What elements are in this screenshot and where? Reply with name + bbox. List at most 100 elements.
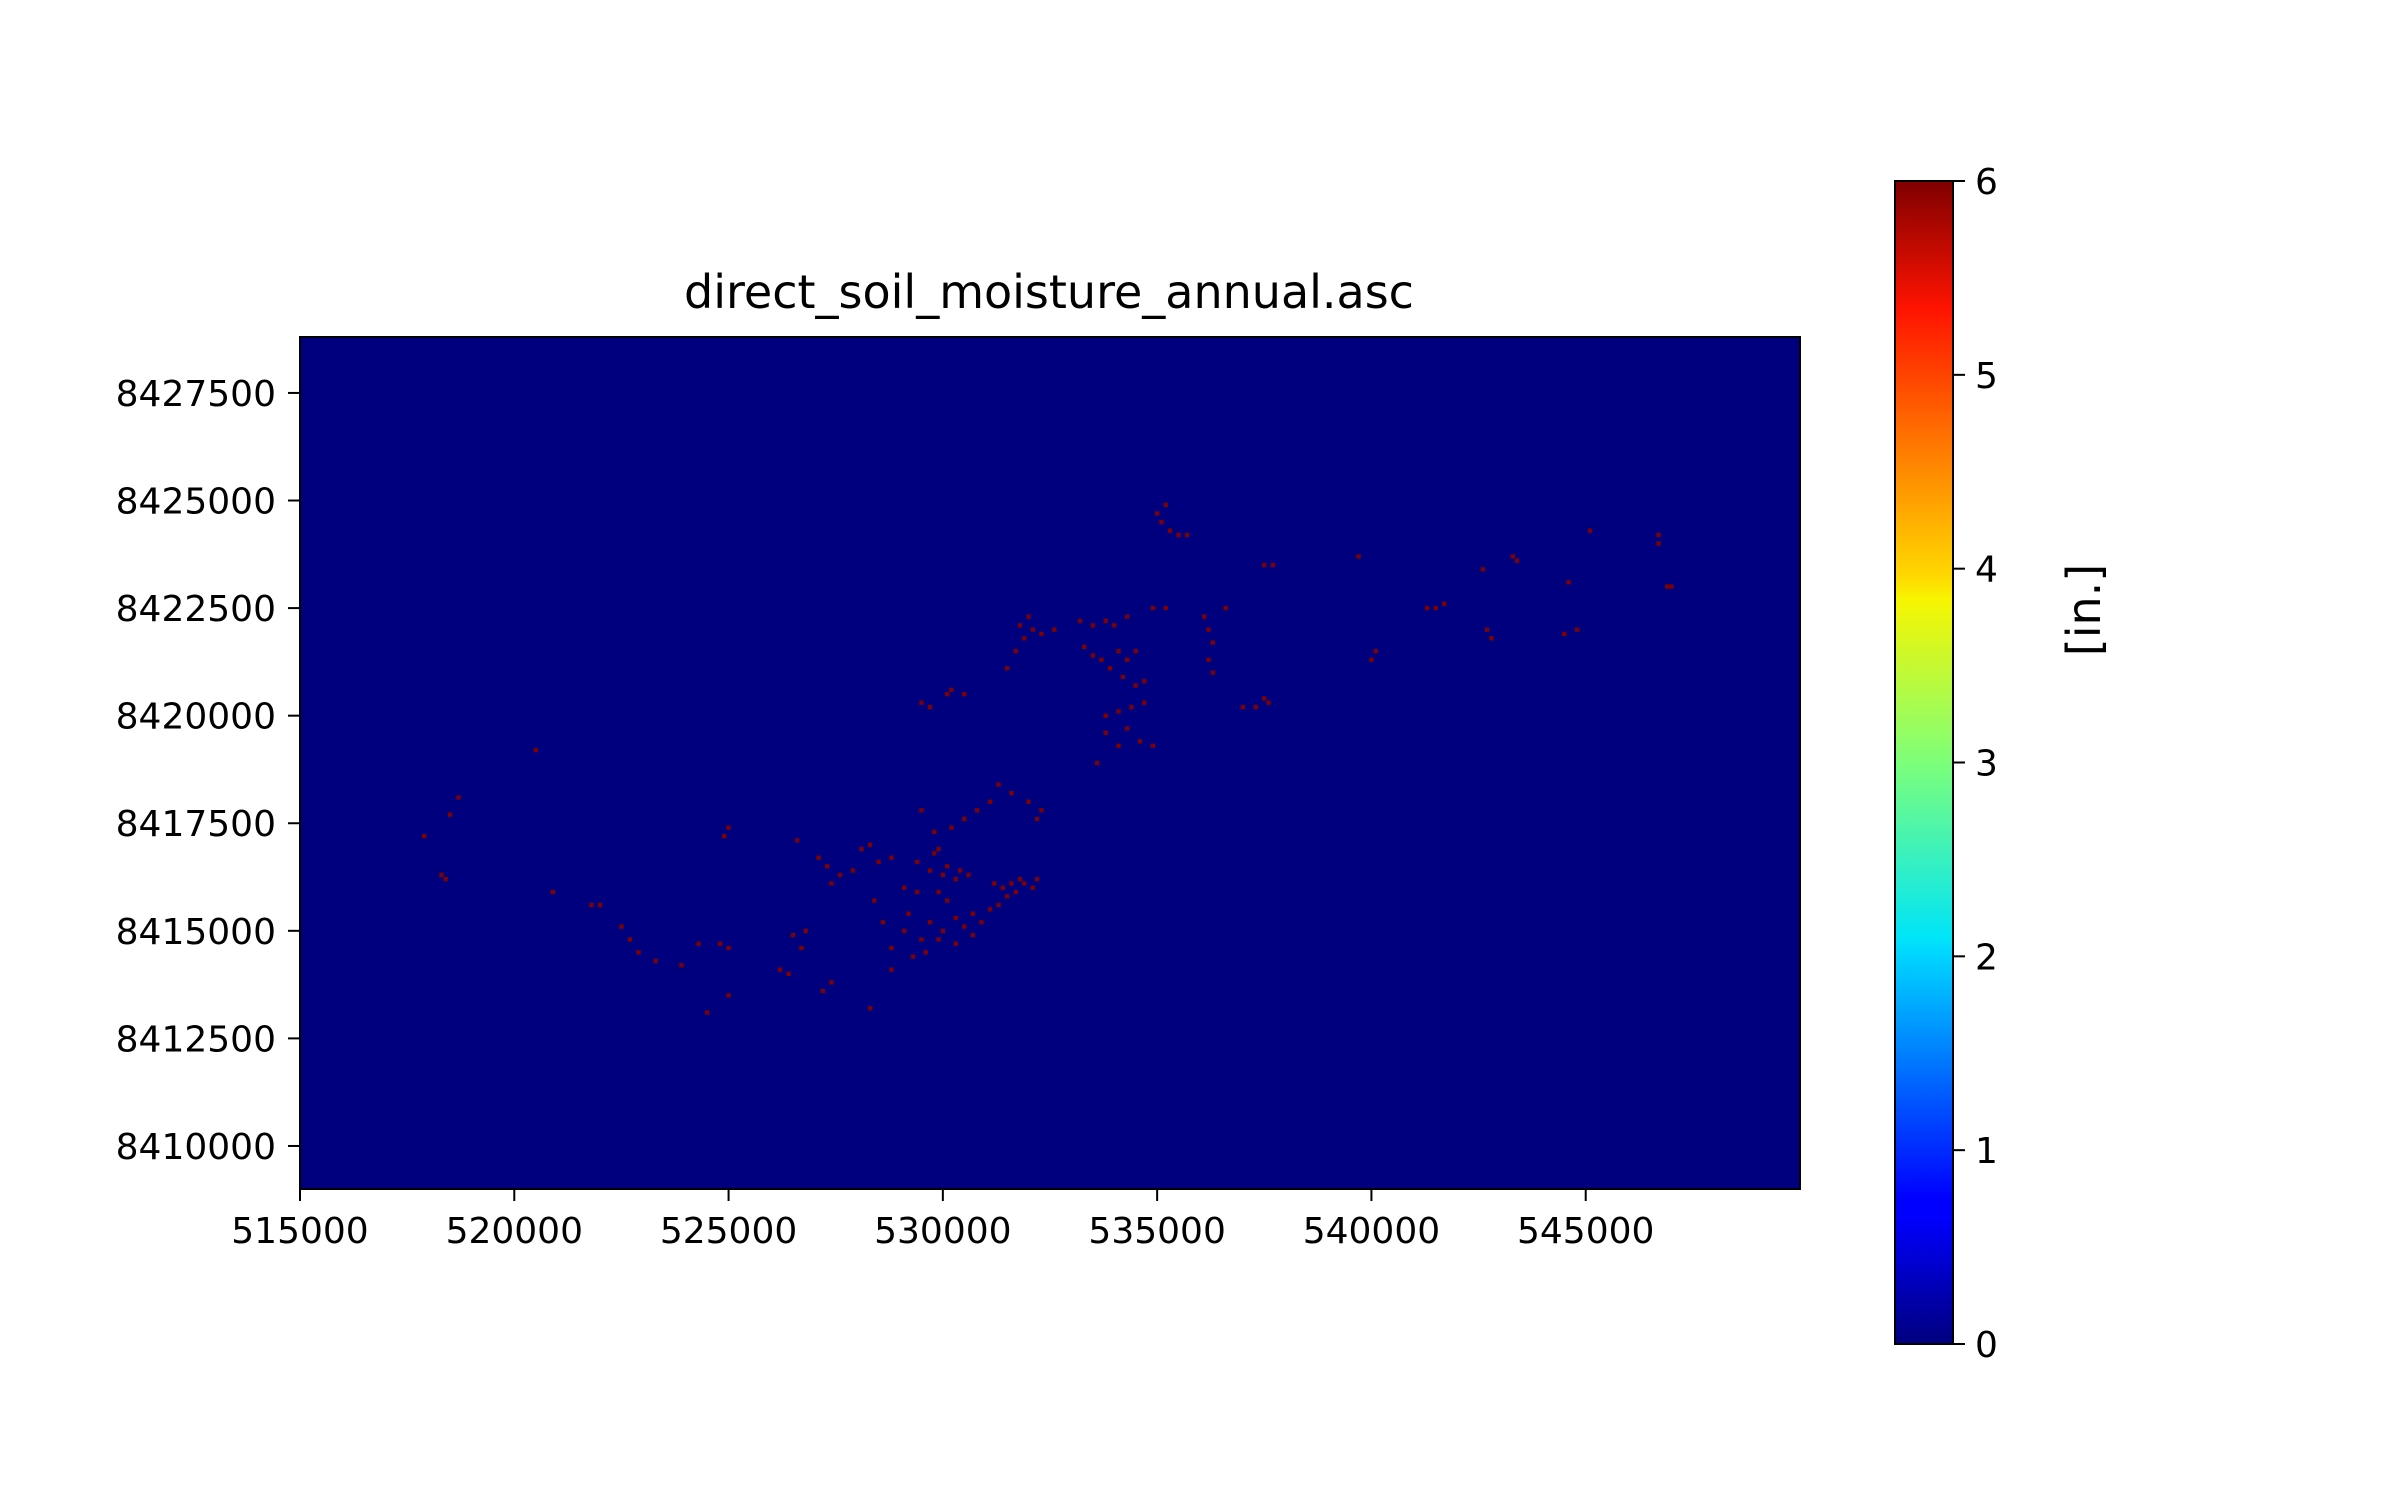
raster-cell [1030, 627, 1035, 632]
raster-cell [850, 868, 855, 873]
raster-cell [1013, 649, 1018, 654]
raster-cell [880, 920, 885, 925]
raster-cell [1125, 726, 1130, 731]
raster-cell [1155, 511, 1160, 516]
raster-cell [1035, 816, 1040, 822]
raster-cell [820, 988, 825, 994]
raster-cell [1566, 580, 1571, 585]
raster-cell [962, 692, 967, 697]
raster-cell [889, 855, 894, 860]
raster-cell [1656, 541, 1661, 546]
x-axis: 515000 520000 525000 530000 535000 540000 5450… [231, 1189, 1654, 1252]
raster-cell [1095, 760, 1100, 766]
raster-cell [795, 838, 800, 843]
raster-cell [987, 799, 993, 804]
raster-cell [1210, 670, 1215, 675]
raster-cell [1077, 618, 1083, 624]
raster-cell [1035, 877, 1040, 882]
raster-cell [979, 920, 984, 925]
raster-cell [790, 933, 795, 938]
raster-cell [919, 937, 924, 942]
raster-cell [1150, 743, 1155, 748]
plot-area [299, 336, 1801, 1190]
raster-cell [439, 872, 444, 877]
raster-cell [859, 846, 864, 852]
raster-cell [1103, 713, 1108, 718]
raster-cell [1562, 631, 1567, 637]
x-tick-label: 515000 [231, 1211, 368, 1252]
raster-cell [936, 889, 941, 895]
raster-cell [1009, 881, 1014, 886]
raster-cell [1167, 528, 1173, 533]
raster-cell [533, 747, 538, 753]
raster-cell [1433, 605, 1438, 611]
raster-cell [816, 855, 821, 860]
raster-cell [867, 842, 873, 847]
raster-cell [910, 954, 915, 959]
colorbar-label: [in.] [2057, 564, 2111, 656]
x-tick-label: 530000 [874, 1211, 1011, 1252]
raster-cell [829, 881, 834, 886]
raster-cell [1120, 674, 1125, 680]
raster-cell [1107, 666, 1113, 671]
raster-cell [786, 971, 791, 976]
raster-cell [1005, 894, 1010, 899]
raster-cell [1099, 657, 1104, 662]
raster-cell [949, 825, 954, 830]
raster-cell [1575, 627, 1580, 632]
raster-cell [1240, 704, 1245, 710]
raster-cell [1125, 657, 1130, 662]
raster-cell [726, 945, 731, 951]
raster-cell [1185, 532, 1190, 538]
raster-cell [945, 692, 950, 697]
raster-cell [1356, 554, 1361, 559]
raster-cell [1223, 605, 1228, 611]
raster-cell [1082, 644, 1087, 649]
raster-cell [705, 1010, 710, 1015]
raster-cell [1133, 683, 1138, 688]
x-tick-label: 535000 [1088, 1211, 1225, 1252]
chart-title: direct_soil_moisture_annual.asc [684, 265, 1414, 319]
raster-cell [726, 993, 731, 998]
colorbar-tick-label: 5 [1975, 356, 1998, 397]
raster-cell [1022, 636, 1027, 641]
raster-cell [726, 825, 731, 830]
raster-cell [1150, 605, 1155, 611]
raster-cell [889, 945, 894, 951]
y-tick-label: 8412500 [116, 1019, 276, 1060]
colorbar: 0 1 2 3 4 5 6 [in.] [1894, 162, 2111, 1366]
raster-cell [619, 924, 624, 929]
raster-cell [1202, 614, 1207, 619]
raster-cell [829, 980, 834, 985]
raster-cell [970, 911, 975, 916]
raster-cell [1090, 623, 1095, 628]
raster-cell [447, 812, 453, 817]
raster-cell [992, 881, 997, 886]
raster-cell [940, 872, 945, 877]
raster-cell [962, 816, 967, 822]
y-tick-label: 8420000 [116, 697, 276, 738]
raster-cell [722, 834, 727, 839]
raster-cell [1266, 700, 1271, 705]
raster-cell [1103, 730, 1108, 735]
raster-cell [962, 924, 967, 929]
raster-cell [1262, 562, 1267, 568]
raster-cell [837, 872, 843, 877]
raster-cell [1022, 881, 1027, 886]
raster-cell [1587, 528, 1593, 533]
x-tick-label: 520000 [446, 1211, 583, 1252]
y-tick-label: 8417500 [116, 804, 276, 845]
raster-cell [1116, 709, 1121, 714]
raster-cell [1129, 704, 1134, 710]
y-tick-label: 8425000 [116, 482, 276, 523]
raster-cell [636, 950, 641, 955]
raster-cell [1159, 519, 1164, 525]
raster-cell [919, 700, 924, 705]
raster-cell [936, 846, 941, 852]
raster-cell [717, 941, 723, 946]
raster-cell [970, 933, 975, 938]
raster-cell [953, 915, 958, 921]
colorbar-ticks: 0 1 2 3 4 5 6 [1953, 162, 1998, 1366]
raster-cell [1000, 885, 1005, 890]
raster-cell [443, 877, 448, 882]
